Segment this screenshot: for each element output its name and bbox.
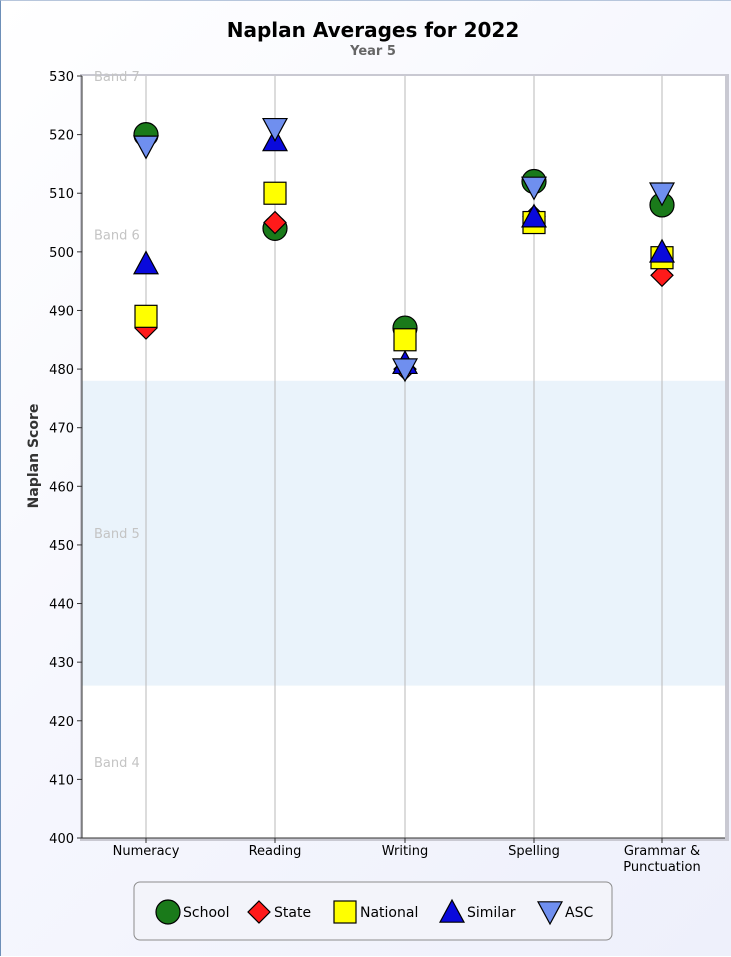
band-label: Band 6 — [94, 228, 140, 243]
y-tick-label: 420 — [49, 715, 74, 730]
y-tick-label: 460 — [49, 480, 74, 495]
y-tick-label: 430 — [49, 656, 74, 671]
y-tick-label: 480 — [49, 363, 74, 378]
y-tick-label: 510 — [49, 187, 74, 202]
y-tick-label: 440 — [49, 598, 74, 613]
legend-box — [133, 881, 613, 941]
asc-point — [520, 176, 548, 201]
legend-national-label: National — [360, 905, 418, 921]
x-tick-label: Punctuation — [623, 860, 700, 875]
band-layer: Band 7 Band 6 Band 5 Band 4 — [82, 70, 725, 771]
asc-point — [648, 182, 676, 207]
state-point — [650, 263, 674, 288]
x-tick-label: Numeracy — [113, 844, 180, 859]
legend-similar-icon — [438, 898, 466, 923]
state-point — [263, 210, 287, 235]
y-tick-label: 500 — [49, 246, 74, 261]
chart-subtitle: Year 5 — [349, 44, 396, 59]
asc-point — [391, 358, 419, 383]
axis-layer: 400 410 420 430 440 450 460 470 480 490 500 510 520 5… — [49, 70, 725, 875]
legend-national-icon — [333, 900, 357, 924]
chart-title: Naplan Averages for 2022 — [227, 18, 520, 42]
y-tick-label: 410 — [49, 773, 74, 788]
data-marks — [132, 117, 676, 383]
y-tick-label: 520 — [49, 129, 74, 144]
x-tick-label: Reading — [249, 844, 302, 859]
similar-point — [520, 203, 548, 228]
national-point — [134, 304, 158, 328]
y-tick-label: 530 — [49, 70, 74, 85]
legend-school-icon — [155, 899, 181, 925]
legend: School State National Similar ASC — [155, 898, 593, 926]
x-tick-label: Writing — [382, 844, 428, 859]
band-label: Band 5 — [94, 527, 140, 542]
x-tick-label: Grammar & — [624, 844, 700, 859]
band-label: Band 4 — [94, 756, 140, 771]
legend-state-label: State — [274, 905, 311, 921]
similar-point — [648, 238, 676, 263]
similar-point — [132, 250, 160, 275]
y-tick-label: 400 — [49, 832, 74, 847]
y-tick-label: 490 — [49, 304, 74, 319]
legend-school-label: School — [183, 905, 229, 921]
asc-point — [261, 117, 289, 143]
y-tick-label: 470 — [49, 422, 74, 437]
band-label: Band 7 — [94, 70, 140, 85]
national-point — [393, 328, 417, 352]
x-tick-label: Spelling — [508, 844, 560, 859]
band-shade — [82, 380, 725, 686]
legend-asc-label: ASC — [565, 905, 593, 921]
y-tick-label: 450 — [49, 539, 74, 554]
national-point — [263, 181, 287, 205]
legend-asc-icon — [536, 901, 564, 926]
legend-similar-label: Similar — [467, 905, 516, 921]
legend-state-icon — [247, 900, 271, 924]
asc-point — [132, 135, 160, 160]
y-axis-label: Naplan Score — [26, 404, 42, 509]
